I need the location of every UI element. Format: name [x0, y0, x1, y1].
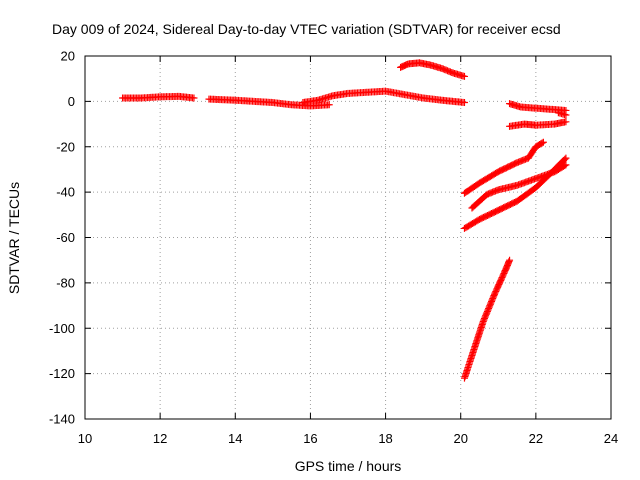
data-point [562, 111, 570, 119]
y-tick-label: -60 [56, 230, 75, 245]
data-point [561, 162, 569, 170]
x-tick-label: 22 [529, 431, 543, 446]
chart-title: Day 009 of 2024, Sidereal Day-to-day VTE… [52, 21, 561, 37]
x-tick-label: 24 [604, 431, 618, 446]
y-tick-label: 20 [61, 49, 75, 64]
x-tick-label: 14 [228, 431, 242, 446]
data-series [554, 109, 570, 119]
grid-lines [85, 56, 611, 419]
data-series [506, 118, 570, 130]
data-point [460, 72, 468, 80]
x-tick-label: 18 [378, 431, 392, 446]
data-point [562, 154, 570, 162]
y-tick-label: -100 [49, 321, 75, 336]
data-point [190, 94, 198, 102]
data-series [299, 87, 468, 107]
data-point [562, 161, 570, 169]
data-point [460, 99, 468, 107]
data-series [460, 256, 514, 382]
data-series [460, 138, 547, 197]
data-series [460, 154, 570, 232]
y-tick-label: 0 [68, 94, 75, 109]
data-point [538, 139, 546, 147]
data-series [506, 100, 570, 114]
data-point [562, 118, 570, 126]
x-tick-label: 20 [453, 431, 467, 446]
data-series [397, 59, 468, 80]
x-axis-label: GPS time / hours [295, 458, 402, 474]
data-point [539, 138, 547, 146]
data-point [325, 101, 333, 109]
x-tick-label: 10 [78, 431, 92, 446]
y-tick-label: -40 [56, 185, 75, 200]
y-tick-label: -20 [56, 139, 75, 154]
data-point [506, 256, 514, 264]
y-tick-label: -140 [49, 412, 75, 427]
x-tick-label: 16 [303, 431, 317, 446]
x-tick-label: 12 [153, 431, 167, 446]
plot-frame [84, 55, 612, 420]
y-tick-label: -120 [49, 366, 75, 381]
y-axis-label: SDTVAR / TECUs [6, 182, 22, 294]
y-tick-label: -80 [56, 275, 75, 290]
data-series [205, 95, 333, 110]
data-points [119, 59, 570, 382]
data-series [119, 92, 198, 102]
axis-ticks: 10 12 14 16 18 20 22 24 20 0 -20 -40 -60 -80 -100 -120 -… [49, 49, 618, 447]
data-point [561, 155, 569, 163]
